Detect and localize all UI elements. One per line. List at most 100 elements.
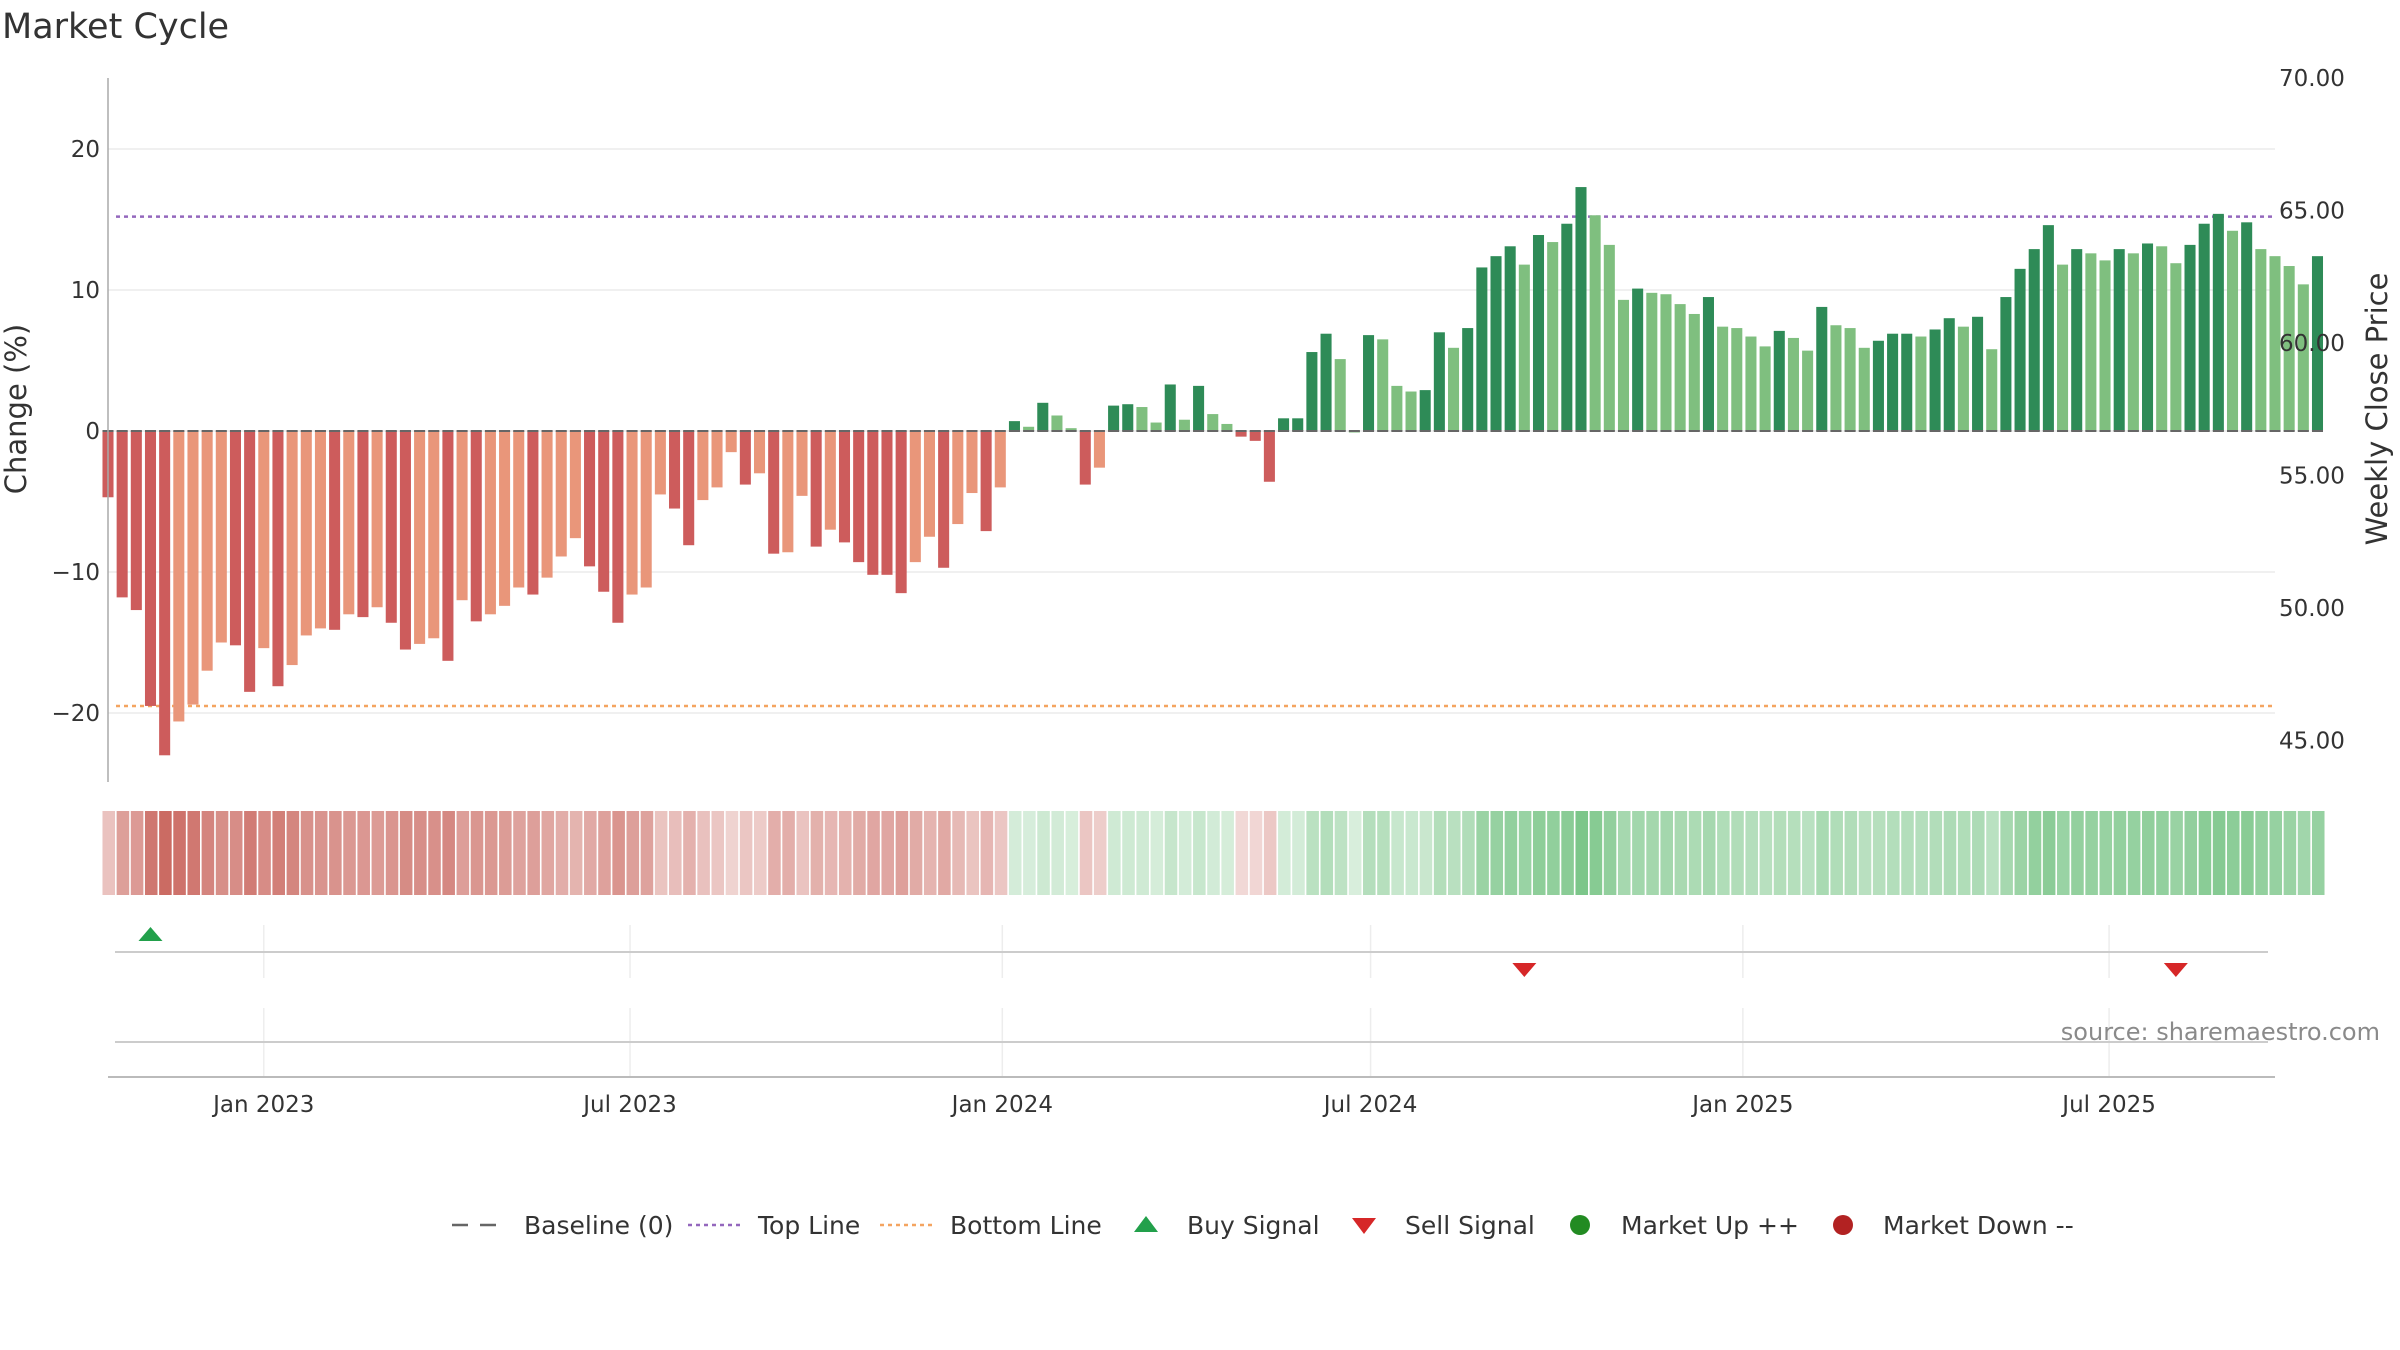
- heat-cell: [2113, 811, 2127, 895]
- legend-label: Baseline (0): [524, 1211, 673, 1240]
- heat-cell: [2226, 811, 2240, 895]
- change-bar: [2241, 222, 2253, 431]
- heat-cell: [1688, 811, 1702, 895]
- heat-cell: [201, 811, 215, 895]
- heat-cell: [1263, 811, 1277, 895]
- heat-cell: [867, 811, 880, 895]
- heat-cell: [1632, 811, 1645, 895]
- change-bar: [371, 431, 383, 608]
- heat-cell: [272, 811, 285, 895]
- heat-cell: [1986, 811, 1999, 895]
- signal-markers: [138, 927, 2188, 977]
- heat-cell: [1193, 811, 1206, 895]
- heat-cell: [1150, 811, 1164, 895]
- change-bar: [1858, 347, 1870, 431]
- heat-cell: [173, 811, 186, 895]
- heat-cell: [1532, 811, 1546, 895]
- change-bar: [2057, 264, 2069, 431]
- heat-cell: [909, 811, 923, 895]
- change-bar: [1462, 328, 1474, 431]
- change-bar: [173, 431, 185, 722]
- change-bar: [2142, 243, 2154, 431]
- change-bar: [300, 431, 312, 636]
- change-bar: [1150, 422, 1162, 431]
- x-tick-label: Jan 2023: [211, 1092, 314, 1118]
- change-bar: [442, 431, 454, 661]
- change-bar: [159, 431, 171, 756]
- change-bar: [555, 431, 567, 557]
- heat-cell: [1093, 811, 1107, 895]
- change-bar: [824, 431, 836, 530]
- change-bar: [952, 431, 964, 525]
- heat-cell: [2184, 811, 2198, 895]
- heat-cell: [980, 811, 994, 895]
- heat-cell: [1419, 811, 1433, 895]
- change-bar: [272, 431, 284, 687]
- heat-cell: [1065, 811, 1079, 895]
- heat-cell: [1872, 811, 1886, 895]
- change-bar: [2099, 260, 2111, 431]
- heat-cell: [1023, 811, 1036, 895]
- change-bar: [1802, 350, 1814, 431]
- heat-cell: [414, 811, 427, 895]
- heat-cell: [2071, 811, 2084, 895]
- heat-cell: [1745, 811, 1758, 895]
- change-bar: [626, 431, 638, 595]
- change-bar: [1901, 333, 1913, 431]
- heat-cell: [1377, 811, 1390, 895]
- change-bar: [1787, 337, 1799, 431]
- legend: Baseline (0) Top Line Bottom Line Buy Signa…: [452, 1211, 2074, 1240]
- legend-triangle-down-icon: [1352, 1218, 1376, 1234]
- heat-cell: [385, 811, 399, 895]
- change-bar: [1688, 313, 1700, 431]
- heat-cell: [2297, 811, 2311, 895]
- heat-cell: [1490, 811, 1504, 895]
- legend-item: Sell Signal: [1352, 1211, 1535, 1240]
- change-bar: [909, 431, 921, 563]
- change-bar: [669, 431, 681, 509]
- heat-cell: [1802, 811, 1815, 895]
- change-bar: [725, 431, 737, 453]
- change-bar: [1490, 256, 1502, 431]
- change-bar: [654, 431, 666, 495]
- change-bar: [598, 431, 610, 592]
- change-bar: [1306, 352, 1318, 431]
- change-bar: [1193, 385, 1205, 431]
- change-bar: [2269, 256, 2281, 431]
- heat-cell: [895, 811, 909, 895]
- change-bar: [768, 431, 780, 554]
- y-right-tick-label: 60.00: [2279, 331, 2345, 357]
- heat-cell: [2170, 811, 2183, 895]
- heat-cell: [1561, 811, 1574, 895]
- y-right-tick-label: 45.00: [2279, 728, 2345, 754]
- heat-cell: [1957, 811, 1971, 895]
- change-bar: [414, 431, 426, 644]
- heat-cell: [244, 811, 257, 895]
- buy-signal-marker: [138, 927, 163, 941]
- heat-cell: [994, 811, 1008, 895]
- heat-cell: [1773, 811, 1787, 895]
- heat-cell: [314, 811, 328, 895]
- change-bar: [923, 431, 936, 537]
- axes: −20 −10 0 10 20 45.00 50.00 55.00 60.00 65.00 70.0…: [51, 66, 2344, 1118]
- heat-cell: [1235, 811, 1249, 895]
- change-bar: [1235, 431, 1247, 437]
- heat-cell: [1717, 811, 1730, 895]
- change-bar: [2255, 249, 2267, 431]
- heat-cell: [357, 811, 370, 895]
- change-bar: [980, 431, 992, 532]
- change-bar: [881, 431, 893, 575]
- change-bar: [1646, 292, 1658, 431]
- change-bar: [1447, 347, 1460, 431]
- change-bar: [1561, 223, 1573, 431]
- heat-cell: [2241, 811, 2254, 895]
- legend-item: Bottom Line: [880, 1211, 1102, 1240]
- heat-cell: [1462, 811, 1475, 895]
- heat-cell: [1660, 811, 1673, 895]
- change-bar: [1844, 328, 1856, 431]
- change-bar: [853, 431, 865, 563]
- change-bar: [1929, 329, 1941, 431]
- heat-cell: [1008, 811, 1022, 895]
- heat-cell: [144, 811, 158, 895]
- heat-cell: [1348, 811, 1362, 895]
